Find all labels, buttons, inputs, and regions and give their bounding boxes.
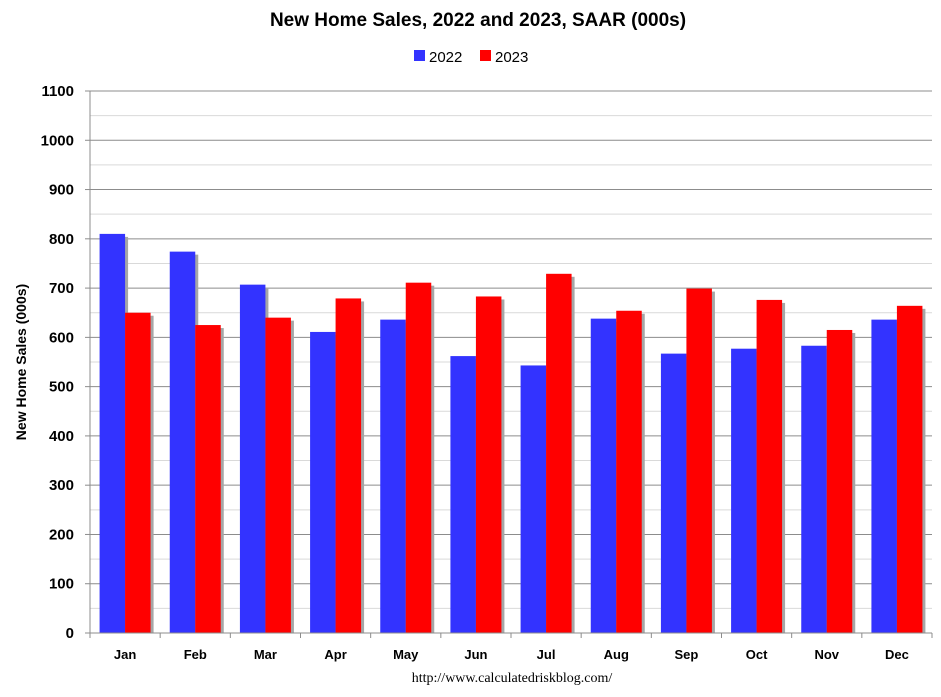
bar-2022-oct — [731, 348, 757, 633]
x-tick-label: Aug — [604, 647, 629, 662]
bar-2022-sep — [660, 353, 687, 633]
y-tick-label: 1000 — [41, 132, 74, 149]
x-tick-label: Mar — [254, 647, 277, 662]
legend-swatch-2023 — [480, 50, 491, 61]
bar-2023-jun — [475, 296, 502, 633]
bar-2023-jul — [546, 273, 572, 633]
x-tick-label: Jun — [464, 647, 487, 662]
legend-label-2023: 2023 — [495, 49, 528, 66]
bar-2023-jan — [125, 312, 151, 633]
legend-label-2022: 2022 — [429, 49, 462, 66]
bar-2022-aug — [590, 318, 617, 633]
y-tick-label: 400 — [49, 428, 74, 445]
source-url: http://www.calculatedriskblog.com/ — [412, 671, 613, 686]
x-tick-label: Dec — [885, 647, 909, 662]
x-tick-label: Nov — [814, 647, 839, 662]
y-tick-labels: 0 100 200 300 400 500 600 700 800 900 1000 1100 — [41, 83, 74, 642]
x-tick-label: Jan — [114, 647, 136, 662]
bar-2023-nov — [826, 329, 853, 633]
x-tick-label: Jul — [537, 647, 556, 662]
x-tick-label: Oct — [746, 647, 768, 662]
gridlines — [90, 90, 932, 609]
y-tick-label: 700 — [49, 280, 74, 297]
bar-2022-jul — [520, 365, 547, 633]
bar-2022-jan — [99, 233, 126, 633]
bar-2022-nov — [801, 345, 827, 633]
bar-2023-feb — [195, 325, 221, 633]
bar-2022-jun — [450, 356, 476, 633]
bar-2022-dec — [871, 319, 897, 633]
legend-swatch-2022 — [414, 50, 425, 61]
y-tick-label: 0 — [66, 625, 74, 642]
bars — [99, 233, 926, 633]
chart-title: New Home Sales, 2022 and 2023, SAAR (000… — [270, 10, 686, 31]
y-tick-label: 1100 — [41, 83, 74, 100]
bar-2023-dec — [896, 305, 923, 633]
bar-2023-apr — [335, 298, 362, 633]
y-tick-label: 100 — [49, 576, 74, 593]
bar-2023-aug — [616, 310, 642, 633]
bar-2023-sep — [686, 288, 712, 633]
x-tick-label: Feb — [184, 647, 207, 662]
legend: 2022 2023 — [414, 49, 528, 66]
bar-2023-mar — [265, 317, 291, 633]
bar-2022-apr — [310, 331, 336, 633]
y-tick-label: 200 — [49, 526, 74, 543]
x-tick-label: Sep — [674, 647, 698, 662]
bar-2023-oct — [756, 299, 783, 633]
axes — [85, 90, 933, 638]
x-tick-labels: Jan Feb Mar Apr May Jun Jul Aug Sep Oct Nov Dec — [114, 647, 909, 662]
bar-2022-may — [380, 319, 406, 633]
x-tick-label: May — [393, 647, 419, 662]
bar-2022-mar — [239, 284, 266, 633]
y-tick-label: 800 — [49, 231, 74, 248]
bar-2023-may — [405, 282, 432, 633]
x-tick-label: Apr — [324, 647, 346, 662]
y-axis-label: New Home Sales (000s) — [13, 284, 29, 440]
y-tick-label: 300 — [49, 477, 74, 494]
bar-2022-feb — [169, 251, 196, 633]
y-tick-label: 600 — [49, 329, 74, 346]
y-tick-label: 900 — [49, 182, 74, 199]
y-tick-label: 500 — [49, 379, 74, 396]
